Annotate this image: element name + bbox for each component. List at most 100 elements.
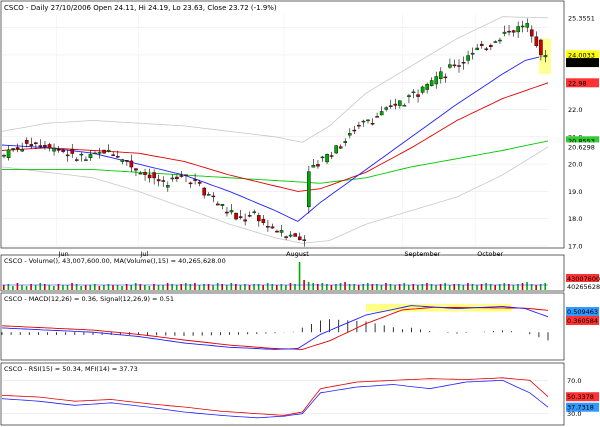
volume-bar bbox=[221, 284, 223, 290]
candle-body bbox=[270, 226, 275, 229]
volume-bar bbox=[21, 285, 23, 290]
chart-header: CSCO - Daily 27/10/2006 Open 24.11, Hi 2… bbox=[4, 4, 277, 12]
candle-body bbox=[425, 83, 429, 90]
candle-body bbox=[275, 230, 279, 233]
volume-bar bbox=[194, 283, 196, 290]
candle-body bbox=[466, 55, 470, 61]
price-tag-bg bbox=[566, 142, 599, 152]
volume-bar bbox=[75, 284, 78, 290]
price-tick-label: 18.0 bbox=[568, 215, 582, 223]
volume-tick-label: 43007600.0 bbox=[567, 275, 600, 283]
volume-bar bbox=[316, 284, 319, 290]
candle-body bbox=[484, 48, 489, 50]
candle-body bbox=[398, 100, 402, 106]
volume-bar bbox=[471, 284, 474, 290]
candle-body bbox=[384, 107, 389, 110]
volume-bar bbox=[43, 284, 46, 290]
rsi-tick-label: 37.7318 bbox=[567, 404, 594, 412]
grid bbox=[2, 14, 548, 247]
volume-bar bbox=[394, 285, 396, 290]
volume-bar bbox=[148, 286, 151, 290]
candle-body bbox=[311, 164, 316, 168]
volume-bar bbox=[521, 283, 524, 290]
month-label: October bbox=[477, 250, 503, 258]
volume-bar bbox=[426, 283, 428, 290]
price-tag-bg bbox=[566, 50, 599, 60]
macd-lines bbox=[1, 303, 549, 350]
volume-bar bbox=[407, 285, 410, 290]
volume-bar bbox=[12, 286, 14, 290]
moving-averages bbox=[1, 54, 549, 222]
ma-blue-line bbox=[1, 54, 549, 222]
volume-bar bbox=[189, 284, 192, 290]
volume-bar bbox=[530, 284, 533, 290]
price-tick-label: 22.0 bbox=[568, 106, 582, 114]
candle-body bbox=[43, 145, 47, 148]
candle-body bbox=[243, 219, 247, 222]
candle-body bbox=[225, 211, 229, 214]
volume-bar bbox=[398, 284, 401, 290]
volume-bar bbox=[248, 285, 251, 290]
volume-bar bbox=[216, 283, 219, 290]
volume-label: CSCO - Volume(), 43,007,600.00, MA(Volum… bbox=[4, 257, 226, 265]
volume-bar bbox=[244, 284, 246, 290]
candle-body bbox=[88, 154, 93, 158]
candle-body bbox=[489, 45, 493, 47]
candle-body bbox=[20, 149, 25, 152]
volume-bar bbox=[289, 283, 292, 290]
volume-bar bbox=[307, 282, 310, 290]
volume-tag-bg bbox=[566, 282, 599, 291]
volume-bar bbox=[494, 285, 496, 290]
candle-body bbox=[402, 104, 407, 107]
candle-body bbox=[188, 182, 193, 185]
candle-body bbox=[257, 215, 261, 222]
candle-body bbox=[52, 147, 56, 152]
volume-bar bbox=[53, 286, 55, 290]
candle-body bbox=[379, 111, 384, 116]
volume-bar bbox=[285, 285, 287, 290]
ma-green-line bbox=[2, 140, 549, 184]
volume-bar bbox=[125, 284, 128, 290]
candle-body bbox=[93, 152, 97, 155]
candle-body bbox=[11, 148, 15, 150]
candle-body bbox=[370, 122, 375, 125]
candle-body bbox=[498, 39, 502, 42]
candle-body bbox=[461, 61, 466, 64]
volume-bar bbox=[212, 285, 214, 290]
candle-body bbox=[325, 154, 329, 163]
volume-bar bbox=[166, 283, 169, 290]
volume-bar bbox=[62, 285, 64, 290]
candle-body bbox=[175, 176, 179, 180]
volume-bar bbox=[348, 284, 351, 290]
candle-body bbox=[15, 147, 20, 150]
candle-body bbox=[79, 153, 84, 156]
price-tick-label: 20.6298 bbox=[568, 143, 595, 151]
candle-body bbox=[439, 71, 443, 79]
volume-bar bbox=[116, 285, 119, 290]
volume-bar bbox=[367, 283, 369, 290]
volume-bar bbox=[489, 284, 492, 290]
volume-bar bbox=[134, 283, 137, 290]
volume-bar bbox=[508, 284, 510, 290]
price-tag-bg bbox=[566, 136, 599, 146]
month-label: Jun bbox=[58, 250, 69, 258]
macd-tick-label: 0.360584 bbox=[567, 317, 598, 325]
rsi-tag-bg bbox=[566, 402, 599, 412]
volume-bar bbox=[453, 284, 456, 290]
volume-bar bbox=[39, 283, 41, 290]
candle-body bbox=[56, 149, 61, 151]
volume-bar bbox=[94, 284, 96, 290]
ma-red-line bbox=[1, 82, 549, 192]
candle-body bbox=[84, 159, 88, 161]
candle-body bbox=[352, 129, 357, 132]
candle-body bbox=[2, 155, 6, 157]
candle-body bbox=[165, 185, 170, 188]
candle-body bbox=[147, 174, 152, 179]
rsi-label: CSCO - RSI(15) = 50.34, MFI(14) = 37.73 bbox=[4, 365, 138, 373]
candle-body bbox=[74, 159, 79, 161]
volume-bar bbox=[467, 283, 469, 290]
volume-bar bbox=[112, 285, 114, 290]
candle-body bbox=[366, 119, 370, 122]
candle-body bbox=[106, 149, 111, 152]
volume-bar bbox=[448, 285, 451, 290]
